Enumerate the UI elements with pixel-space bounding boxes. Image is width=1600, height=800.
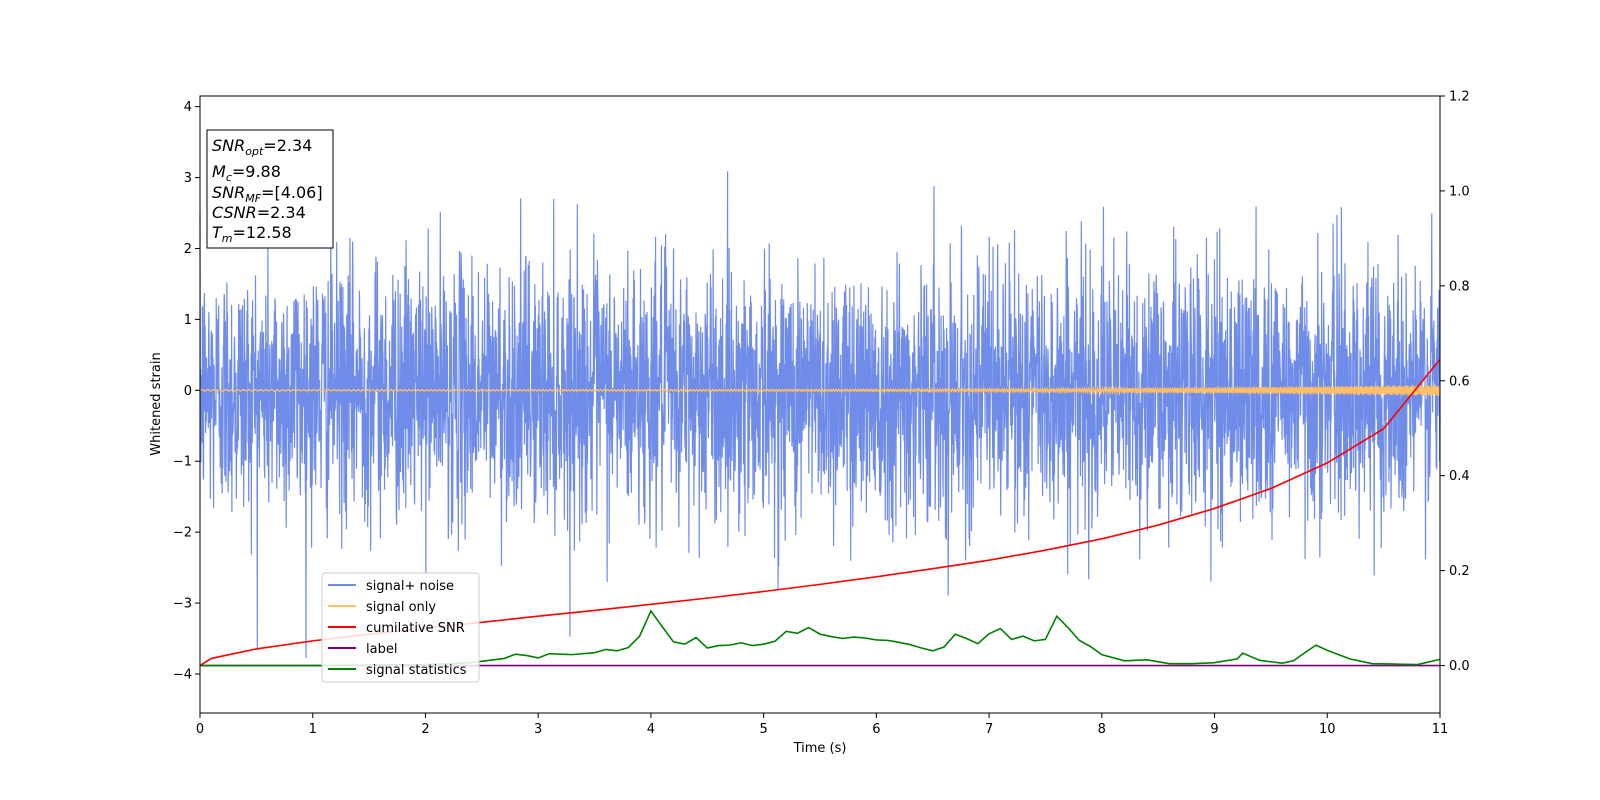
y-tick-label: −1 [173,455,192,470]
legend-label-cumulative-snr: cumilative SNR [366,621,465,636]
info-snr-opt: SNRopt=2.34 [212,136,312,158]
x-tick-label: 9 [1210,722,1218,737]
x-tick-label: 1 [309,722,317,737]
y-tick-label: 0 [184,384,192,399]
y2-tick-label: 1.2 [1449,90,1470,105]
info-mc: Mc=9.88 [212,162,281,184]
ticks-layer: 0 1 2 3 4 5 6 7 8 9 10 11 −4 −3 −2 −1 0 1 2 3 4 0.0 0.2 0.4 0.6 0… [173,90,1470,738]
y-tick-label: −4 [173,667,192,682]
y2-tick-label: 0.4 [1449,469,1470,484]
legend-label-signal-statistics: signal statistics [366,663,467,678]
x-tick-label: 7 [985,722,993,737]
x-axis-label: Time (s) [793,741,847,756]
y-tick-label: 3 [184,171,192,186]
y2-tick-label: 1.0 [1449,184,1470,199]
y-tick-label: 1 [184,313,192,328]
legend-label-signal-only: signal only [366,600,436,615]
info-box: SNRopt=2.34 Mc=9.88 SNRMF=[4.06] CSNR=2.… [206,129,334,249]
x-tick-label: 6 [872,722,880,737]
legend-label-label: label [366,642,397,657]
info-tm: Tm=12.58 [212,223,292,245]
x-tick-label: 4 [647,722,655,737]
y2-tick-label: 0.2 [1449,564,1470,579]
x-tick-label: 0 [196,722,204,737]
x-tick-label: 3 [534,722,542,737]
info-snr-mf: SNRMF=[4.06] [212,183,323,205]
info-box-frame [206,129,334,249]
y-tick-label: −2 [173,526,192,541]
y-tick-label: −3 [173,597,192,612]
y-axis-label: Whitened strain [149,352,164,455]
y-tick-label: 4 [184,100,192,115]
x-tick-label: 8 [1098,722,1106,737]
x-tick-label: 10 [1319,722,1336,737]
y2-tick-label: 0.6 [1449,374,1470,389]
x-tick-label: 11 [1432,722,1449,737]
info-csnr: CSNR=2.34 [212,203,306,222]
legend: signal+ noise signal only cumilative SNR… [321,572,480,683]
series-signal-statistics [200,609,1441,667]
legend-frame [321,572,480,683]
series-signal-only [199,384,1441,397]
x-tick-label: 5 [759,722,767,737]
y-tick-label: 2 [184,242,192,257]
legend-label-signal-noise: signal+ noise [366,579,454,594]
plot-frame [199,95,1441,714]
y2-tick-label: 0.0 [1449,659,1470,674]
y2-tick-label: 0.8 [1449,279,1470,294]
x-tick-label: 2 [421,722,429,737]
